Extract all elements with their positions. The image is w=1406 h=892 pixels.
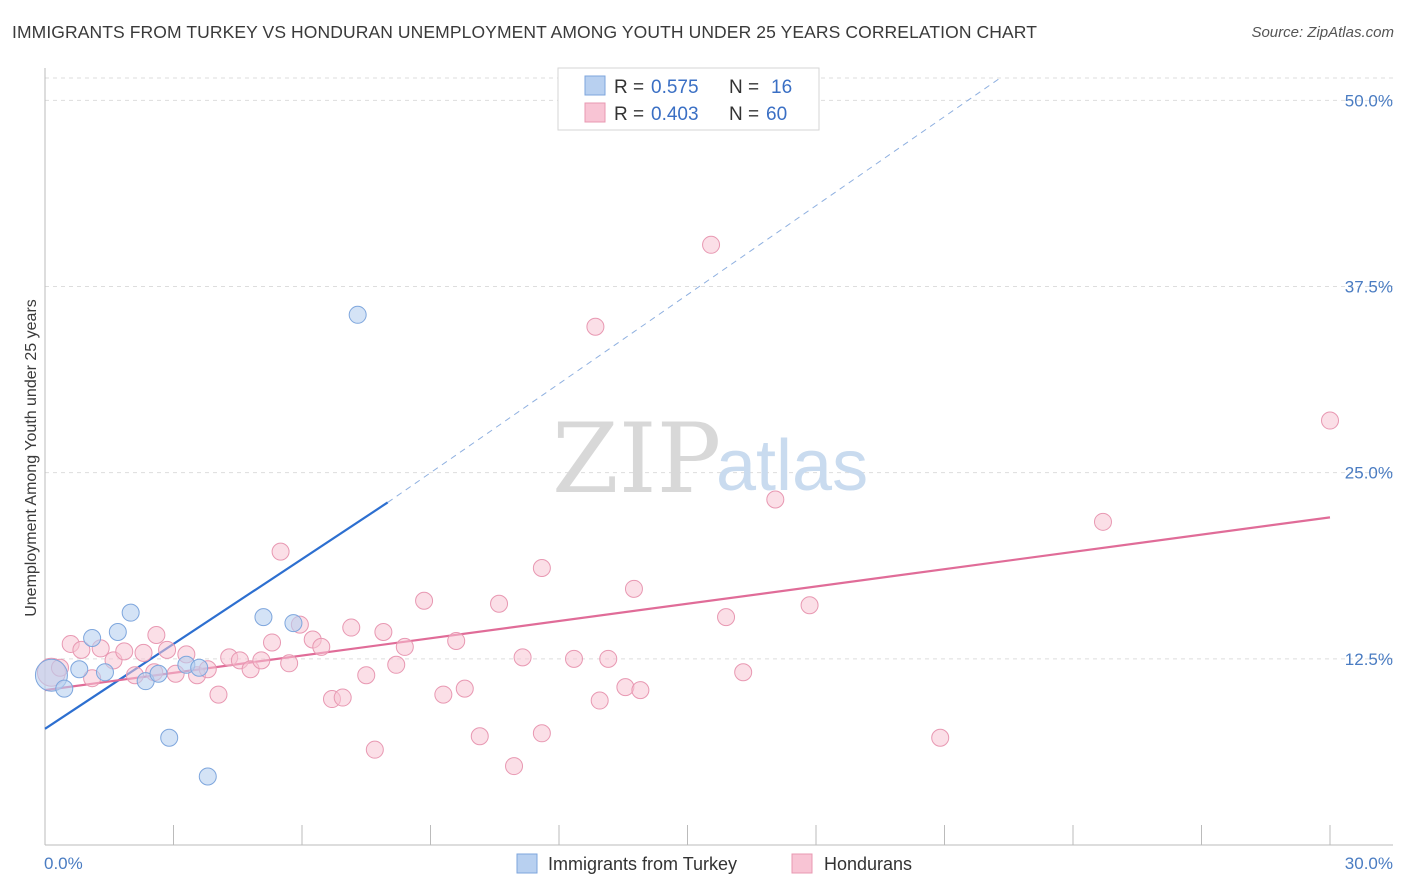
bottom-legend-swatch-turkey [516, 853, 538, 874]
turkey-point [254, 608, 273, 627]
honduran-point [717, 608, 736, 627]
honduran-point [1093, 512, 1112, 531]
honduran-point [395, 637, 414, 656]
grid-lines [45, 77, 1393, 660]
honduran-point [252, 651, 271, 670]
watermark-zip: ZIP [552, 403, 721, 515]
honduran-point [365, 740, 384, 759]
x-tick-min: 0.0% [44, 854, 83, 873]
honduran-point [766, 490, 785, 509]
turkey-point [190, 658, 209, 677]
turkey-point [55, 679, 74, 698]
y-tick-label: 37.5% [1345, 278, 1393, 297]
turkey-point [70, 660, 89, 679]
chart-title: IMMIGRANTS FROM TURKEY VS HONDURAN UNEMP… [12, 22, 1037, 42]
legend-n-label-turkey: N = [729, 77, 759, 98]
y-tick-label: 12.5% [1345, 650, 1393, 669]
honduran-point [434, 685, 453, 704]
bottom-legend-turkey: Immigrants from Turkey [548, 854, 737, 874]
trend-line-turkey [44, 501, 389, 730]
turkey-points [34, 305, 367, 786]
legend-n-value-turkey: 16 [771, 77, 792, 98]
turkey-point [198, 767, 217, 786]
honduran-point [271, 542, 290, 561]
honduran-point [1321, 411, 1339, 430]
turkey-point [149, 664, 168, 683]
honduran-point [209, 685, 228, 704]
turkey-point [284, 614, 303, 633]
y-axis-label: Unemployment Among Youth under 25 years [23, 299, 40, 617]
legend-n-value-honduran: 60 [766, 104, 787, 125]
honduran-point [734, 663, 753, 682]
legend-r-value-honduran: 0.403 [651, 104, 699, 125]
honduran-point [158, 640, 177, 659]
honduran-point [616, 678, 635, 697]
stats-legend: R = 0.575 N = 16 R = 0.403 N = 60 [557, 67, 820, 131]
watermark-atlas: atlas [716, 426, 868, 506]
honduran-point [72, 640, 91, 659]
honduran-point [590, 691, 609, 710]
turkey-point [160, 728, 179, 747]
turkey-point [348, 305, 367, 324]
honduran-point [134, 643, 153, 662]
honduran-point [447, 631, 466, 650]
bottom-legend-swatch-honduran [791, 853, 813, 874]
turkey-point [121, 603, 140, 622]
honduran-point [532, 558, 551, 577]
turkey-point [108, 623, 127, 642]
honduran-point [599, 649, 618, 668]
y-tick-label: 50.0% [1345, 91, 1393, 110]
legend-r-value-turkey: 0.575 [651, 77, 699, 98]
honduran-point [147, 626, 166, 645]
honduran-point [115, 642, 134, 661]
honduran-point [505, 757, 524, 776]
honduran-point [532, 724, 551, 743]
x-tick-max: 30.0% [1345, 854, 1393, 873]
legend-swatch-honduran [584, 102, 606, 123]
honduran-point [374, 623, 393, 642]
y-tick-labels: 12.5% 25.0% 37.5% 50.0% [1345, 91, 1393, 668]
honduran-point [312, 637, 331, 656]
bottom-legend: Immigrants from Turkey Hondurans [516, 853, 912, 874]
honduran-point [624, 579, 643, 598]
honduran-point [342, 618, 361, 637]
honduran-point [280, 654, 299, 673]
honduran-point [513, 648, 532, 667]
honduran-point [333, 688, 352, 707]
honduran-point [586, 317, 605, 336]
honduran-point [455, 679, 474, 698]
honduran-point [800, 596, 819, 615]
bottom-legend-hondurans: Hondurans [824, 854, 912, 874]
honduran-point [357, 666, 376, 685]
honduran-point [490, 594, 509, 613]
legend-r-label-turkey: R = [614, 77, 644, 98]
honduran-point [263, 633, 282, 652]
legend-swatch-turkey [584, 75, 606, 96]
source-label: Source: ZipAtlas.com [1251, 24, 1394, 41]
legend-n-label-honduran: N = [729, 104, 759, 125]
turkey-point [83, 628, 102, 647]
honduran-point [387, 655, 406, 674]
honduran-point [415, 591, 434, 610]
trend-line-turkey-extension [387, 77, 1001, 503]
honduran-point [470, 727, 489, 746]
axes [44, 68, 1393, 846]
honduran-point [931, 728, 950, 747]
honduran-point [564, 649, 583, 668]
honduran-point [702, 235, 721, 254]
y-tick-label: 25.0% [1345, 464, 1393, 483]
honduran-point [631, 681, 650, 700]
legend-r-label-honduran: R = [614, 104, 644, 125]
turkey-point [95, 663, 114, 682]
